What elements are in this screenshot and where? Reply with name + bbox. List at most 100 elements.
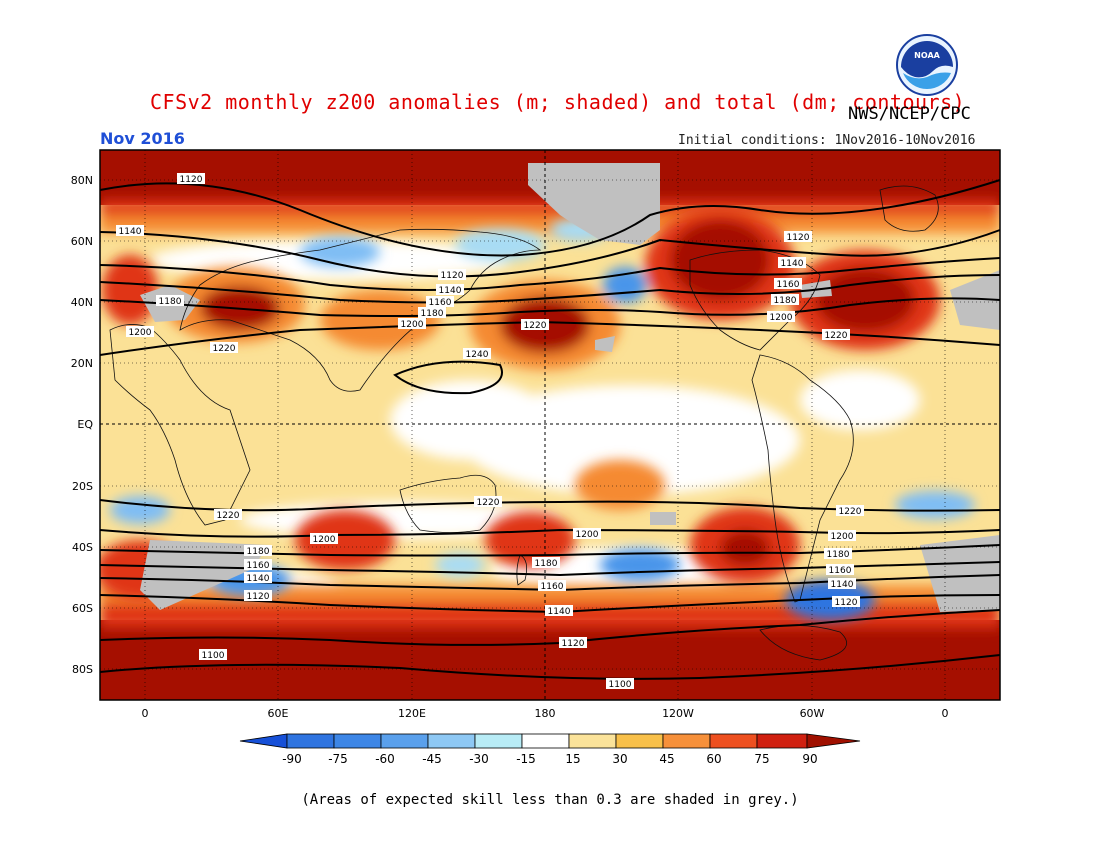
- lon-label-0: 0: [142, 707, 149, 720]
- contour-label: 1180: [244, 545, 272, 557]
- colorbar-label: -30: [469, 752, 489, 766]
- colorbar-label: -15: [516, 752, 536, 766]
- contour-label: 1160: [538, 580, 566, 592]
- svg-text:1160: 1160: [777, 280, 800, 290]
- contour-label: 1140: [828, 578, 856, 590]
- contour-label: 1120: [784, 231, 812, 243]
- colorbar-swatch: [615, 733, 664, 749]
- svg-text:1220: 1220: [217, 511, 240, 521]
- contour-label: 1120: [177, 173, 205, 185]
- shaded-field: [100, 150, 1000, 700]
- contour-label: 1200: [310, 533, 338, 545]
- lat-label-20n: 20N: [71, 357, 93, 370]
- svg-text:1140: 1140: [548, 607, 571, 617]
- colorbar-swatch: [286, 733, 335, 749]
- contour-label: 1220: [822, 329, 850, 341]
- colorbar-arrow-right: [806, 733, 861, 749]
- colorbar-label: -75: [328, 752, 348, 766]
- noaa-logo: NOAA: [896, 34, 958, 96]
- colorbar-label: 30: [612, 752, 627, 766]
- svg-text:1200: 1200: [576, 530, 599, 540]
- contour-label: 1220: [836, 505, 864, 517]
- contour-label: 1120: [244, 590, 272, 602]
- contour-label: 1180: [824, 548, 852, 560]
- colorbar-swatch: [474, 733, 523, 749]
- svg-text:1120: 1120: [180, 175, 203, 185]
- contour-label: 1160: [774, 278, 802, 290]
- colorbar-label: 75: [754, 752, 769, 766]
- contour-labels: 1120 1140 1180 1200 1220 1240 1120 1140 …: [116, 173, 864, 690]
- svg-text:1180: 1180: [774, 296, 797, 306]
- contour-label: 1120: [832, 596, 860, 608]
- svg-text:1200: 1200: [129, 328, 152, 338]
- svg-text:1180: 1180: [535, 559, 558, 569]
- svg-text:1120: 1120: [787, 233, 810, 243]
- colorbar-swatch: [662, 733, 711, 749]
- lat-label-60n: 60N: [71, 235, 93, 248]
- lon-label-120e: 120E: [398, 707, 426, 720]
- colorbar-swatch: [427, 733, 476, 749]
- colorbar-labels: -90 -75 -60 -45 -30 -15 15 30 45 60 75 9…: [282, 752, 817, 766]
- contour-label: 1200: [126, 326, 154, 338]
- svg-text:1140: 1140: [119, 227, 142, 237]
- colorbar-swatch: [709, 733, 758, 749]
- contour-label: 1160: [826, 564, 854, 576]
- contour-label: 1200: [828, 530, 856, 542]
- svg-text:1200: 1200: [831, 532, 854, 542]
- svg-text:1200: 1200: [770, 313, 793, 323]
- svg-text:1180: 1180: [159, 297, 182, 307]
- contour-label: 1100: [606, 678, 634, 690]
- svg-text:1120: 1120: [441, 271, 464, 281]
- longitude-labels: 0 60E 120E 180 120W 60W 0: [142, 707, 949, 720]
- initial-conditions: Initial conditions: 1Nov2016-10Nov2016: [678, 133, 976, 148]
- lat-label-80s: 80S: [72, 663, 93, 676]
- lat-label-60s: 60S: [72, 602, 93, 615]
- svg-text:1240: 1240: [466, 350, 489, 360]
- contour-label: 1100: [199, 649, 227, 661]
- lat-label-40n: 40N: [71, 296, 93, 309]
- contour-label: 1220: [474, 496, 502, 508]
- lat-label-40s: 40S: [72, 541, 93, 554]
- contour-label: 1120: [438, 269, 466, 281]
- contour-label: 1140: [244, 572, 272, 584]
- contour-label: 1220: [521, 319, 549, 331]
- contour-label: 1180: [418, 307, 446, 319]
- svg-text:1220: 1220: [825, 331, 848, 341]
- svg-text:1140: 1140: [439, 286, 462, 296]
- lon-label-0-east: 0: [942, 707, 949, 720]
- svg-text:1140: 1140: [781, 259, 804, 269]
- skill-footnote: (Areas of expected skill less than 0.3 a…: [301, 792, 799, 808]
- lat-label-20s: 20S: [72, 480, 93, 493]
- svg-text:1160: 1160: [829, 566, 852, 576]
- contour-label: 1140: [545, 605, 573, 617]
- contour-label: 1220: [214, 509, 242, 521]
- contour-label: 1160: [426, 296, 454, 308]
- contour-label: 1200: [398, 318, 426, 330]
- contour-label: 1200: [767, 311, 795, 323]
- contour-label: 1180: [771, 294, 799, 306]
- contour-label: 1220: [210, 342, 238, 354]
- lon-label-60e: 60E: [268, 707, 289, 720]
- svg-text:1120: 1120: [835, 598, 858, 608]
- svg-text:1220: 1220: [524, 321, 547, 331]
- svg-text:1180: 1180: [827, 550, 850, 560]
- colorbar-label: -90: [282, 752, 302, 766]
- colorbar-label: 45: [659, 752, 674, 766]
- colorbar-arrow-left: [239, 733, 288, 749]
- lon-label-180: 180: [535, 707, 556, 720]
- coastlines: [109, 185, 939, 661]
- svg-text:1220: 1220: [213, 344, 236, 354]
- colorbar-swatch: [568, 733, 617, 749]
- contour-label: 1160: [244, 559, 272, 571]
- svg-text:1180: 1180: [421, 309, 444, 319]
- contour-label: 1200: [573, 528, 601, 540]
- svg-text:1100: 1100: [202, 651, 225, 661]
- contour-label: 1120: [559, 637, 587, 649]
- colorbar-label: -60: [375, 752, 395, 766]
- svg-text:1140: 1140: [247, 574, 270, 584]
- svg-text:1200: 1200: [313, 535, 336, 545]
- svg-text:1200: 1200: [401, 320, 424, 330]
- forecast-month: Nov 2016: [100, 129, 185, 148]
- svg-text:1140: 1140: [831, 580, 854, 590]
- svg-text:1220: 1220: [839, 507, 862, 517]
